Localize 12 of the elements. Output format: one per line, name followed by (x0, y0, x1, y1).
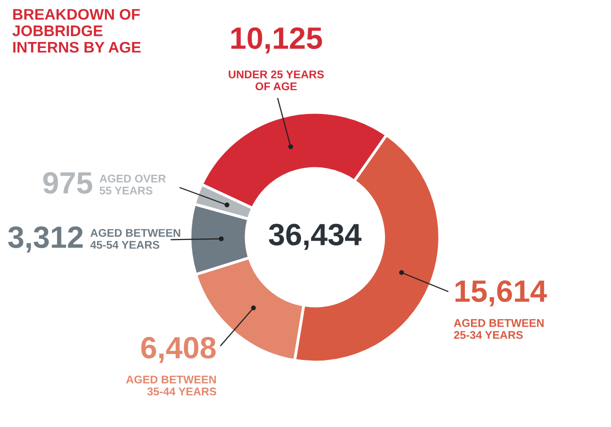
data-label: 975 (43, 172, 92, 194)
data-label: 3,312 (8, 226, 83, 252)
slice-label: AGED BETWEEN 45-54 YEARS (90, 228, 180, 249)
data-label: 6,408 (141, 336, 216, 363)
text: 36,434 (268, 224, 362, 250)
slice-label: AGED BETWEEN 35-44 YEARS (126, 376, 216, 396)
data-label: 10,125 (231, 27, 322, 54)
slice-label: AGED OVER 55 YEARS (100, 174, 166, 194)
slice-label: UNDER 25 YEARS OF AGE (228, 70, 324, 90)
chart-title: BREAKDOWN OF JOBBRIDGE INTERNS BY AGE (12, 8, 141, 53)
slice-label: AGED BETWEEN 25-34 YEARS (454, 319, 544, 339)
data-label: 15,614 (456, 280, 547, 306)
